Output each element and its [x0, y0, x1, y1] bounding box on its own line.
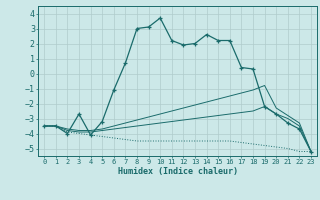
X-axis label: Humidex (Indice chaleur): Humidex (Indice chaleur)	[118, 167, 238, 176]
